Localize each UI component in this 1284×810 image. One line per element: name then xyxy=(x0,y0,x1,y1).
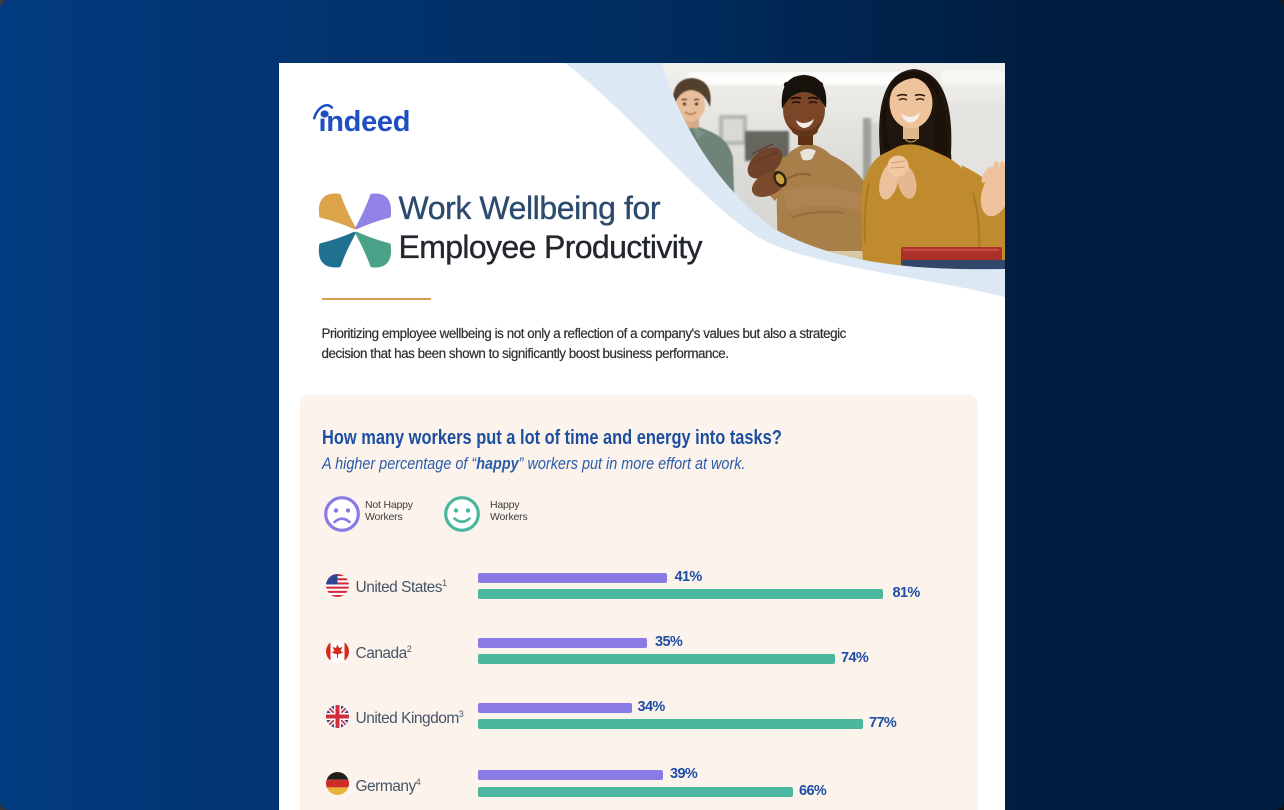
svg-text:indeed: indeed xyxy=(319,106,411,138)
